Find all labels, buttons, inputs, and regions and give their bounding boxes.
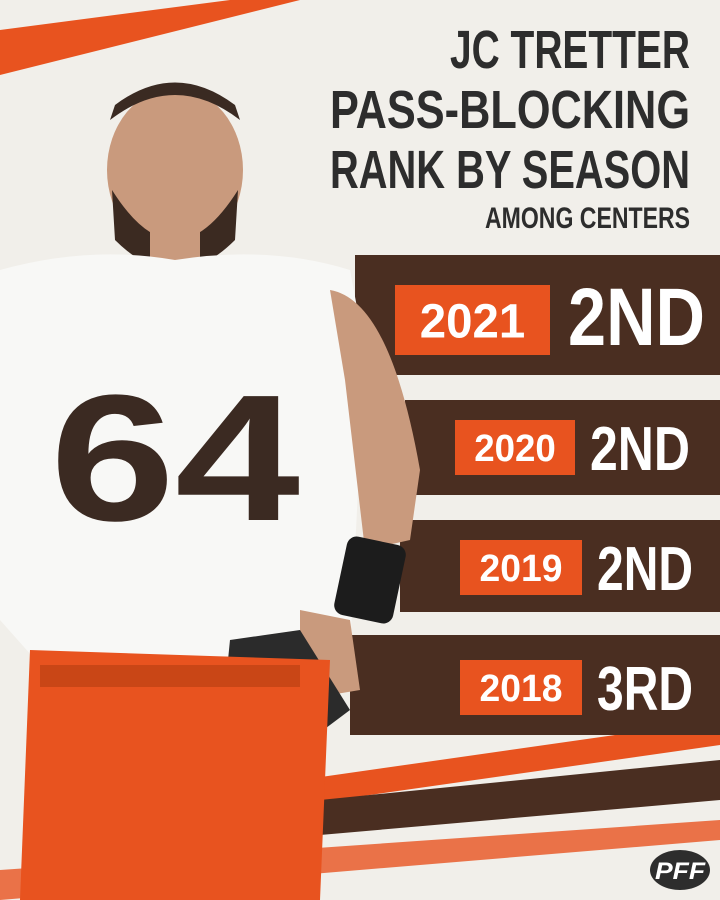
- year-box: [460, 540, 582, 595]
- subtitle: AMONG CENTERS: [485, 202, 690, 235]
- rank: 2ND: [568, 272, 705, 363]
- player: 64: [0, 82, 420, 900]
- stripe: [300, 720, 720, 805]
- year-box: [460, 660, 582, 715]
- title-line: PASS-BLOCKING: [330, 80, 690, 140]
- stripe: [320, 760, 720, 835]
- stripe: [0, 0, 300, 75]
- year: 2018: [480, 668, 563, 710]
- logo-text: PFF: [655, 858, 706, 885]
- title-line: JC TRETTER: [450, 20, 690, 80]
- year-box: [455, 420, 575, 475]
- rank: 2ND: [597, 535, 693, 604]
- year: 2020: [474, 428, 556, 470]
- season-rows: 2021 2ND 2020 2ND 2019 2ND 2018 3RD: [350, 255, 720, 735]
- year: 2019: [480, 548, 563, 590]
- logo: PFF: [650, 850, 710, 890]
- title-line: RANK BY SEASON: [330, 140, 690, 200]
- year-box: [395, 285, 550, 355]
- rank: 2ND: [590, 415, 690, 484]
- jersey-number: 64: [50, 358, 300, 559]
- rank: 3RD: [597, 655, 693, 724]
- year: 2021: [420, 295, 525, 348]
